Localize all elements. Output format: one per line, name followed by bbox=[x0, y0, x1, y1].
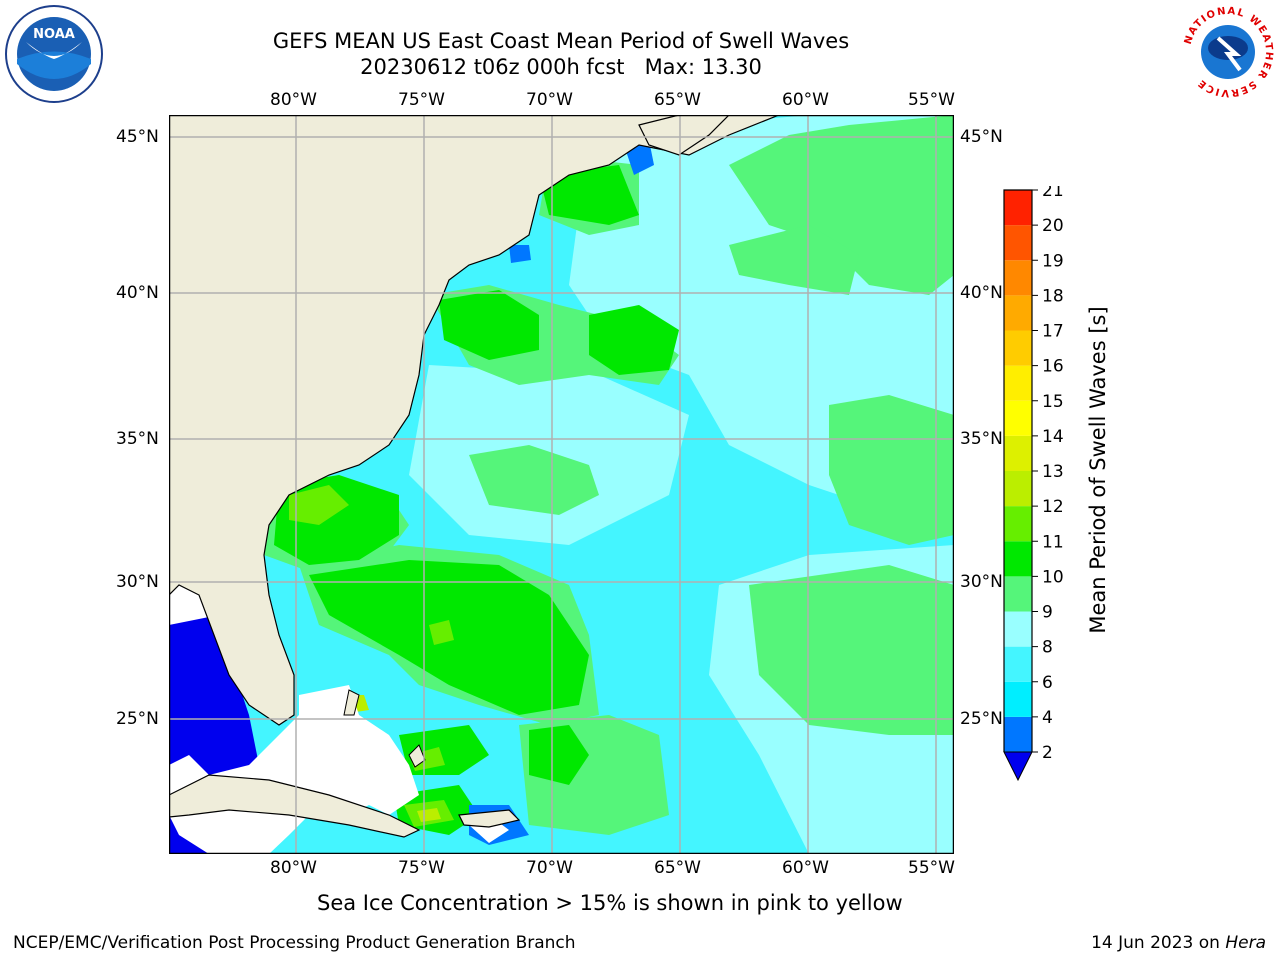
lon-tick-bottom: 70°W bbox=[526, 858, 573, 878]
lon-tick-top: 55°W bbox=[908, 90, 955, 110]
colorbar-tick-label: 17 bbox=[1042, 322, 1064, 342]
colorbar-segment bbox=[1004, 716, 1032, 752]
colorbar-segment bbox=[1004, 225, 1032, 261]
colorbar-tick-label: 9 bbox=[1042, 603, 1053, 623]
colorbar-segment bbox=[1004, 435, 1032, 471]
colorbar-tick-label: 21 bbox=[1042, 186, 1064, 201]
lat-tick-left: 30°N bbox=[116, 572, 159, 592]
noaa-logo: NOAA bbox=[5, 5, 103, 103]
lon-tick-top: 80°W bbox=[270, 90, 317, 110]
lon-tick-bottom: 60°W bbox=[782, 858, 829, 878]
colorbar-tick-label: 16 bbox=[1042, 357, 1064, 377]
colorbar-segment bbox=[1004, 400, 1032, 436]
colorbar-segment bbox=[1004, 330, 1032, 366]
colorbar-segment bbox=[1004, 646, 1032, 682]
colorbar-tick-label: 4 bbox=[1042, 708, 1053, 728]
colorbar-tick-label: 14 bbox=[1042, 427, 1064, 447]
noaa-logo-text: NOAA bbox=[33, 27, 75, 42]
colorbar-segment bbox=[1004, 365, 1032, 401]
plot-subtitle: 20230612 t06z 000h fcst Max: 13.30 bbox=[360, 55, 762, 79]
colorbar-tick-label: 19 bbox=[1042, 251, 1064, 271]
lon-tick-top: 70°W bbox=[526, 90, 573, 110]
plot-title: GEFS MEAN US East Coast Mean Period of S… bbox=[272, 29, 850, 53]
graticule bbox=[169, 115, 954, 854]
lon-tick-bottom: 80°W bbox=[270, 858, 317, 878]
land-masses bbox=[169, 115, 780, 838]
colorbar-tick-label: 8 bbox=[1042, 638, 1053, 658]
colorbar-segment bbox=[1004, 611, 1032, 647]
colorbar-segment bbox=[1004, 471, 1032, 507]
lat-tick-right: 40°N bbox=[960, 283, 1003, 303]
nws-logo: NATIONAL WEATHER SERVICE bbox=[1181, 5, 1275, 99]
lat-tick-left: 40°N bbox=[116, 283, 159, 303]
lat-tick-right: 30°N bbox=[960, 572, 1003, 592]
lon-tick-bottom: 55°W bbox=[908, 858, 955, 878]
footer-machine: Hera bbox=[1225, 933, 1266, 953]
lat-tick-left: 45°N bbox=[116, 127, 159, 147]
swell-period-map bbox=[169, 115, 954, 854]
colorbar-segment bbox=[1004, 190, 1032, 226]
colorbar-tick-label: 2 bbox=[1042, 743, 1053, 763]
lat-tick-right: 35°N bbox=[960, 429, 1003, 449]
lat-tick-right: 25°N bbox=[960, 709, 1003, 729]
colorbar-under-arrow bbox=[1003, 751, 1033, 782]
sea-ice-note: Sea Ice Concentration > 15% is shown in … bbox=[317, 891, 903, 915]
lon-tick-bottom: 75°W bbox=[398, 858, 445, 878]
map-frame bbox=[169, 115, 954, 854]
colorbar-segment bbox=[1004, 681, 1032, 717]
colorbar-label: Mean Period of Swell Waves [s] bbox=[1086, 306, 1110, 634]
lon-tick-bottom: 65°W bbox=[654, 858, 701, 878]
lon-tick-top: 60°W bbox=[782, 90, 829, 110]
lon-tick-top: 65°W bbox=[654, 90, 701, 110]
colorbar-tick-label: 20 bbox=[1042, 216, 1064, 236]
colorbar-tick-label: 6 bbox=[1042, 673, 1053, 693]
lon-tick-top: 75°W bbox=[398, 90, 445, 110]
footer-date: 14 Jun 2023 on Hera bbox=[1091, 933, 1266, 953]
colorbar-tick-label: 13 bbox=[1042, 462, 1064, 482]
colorbar-tick-label: 12 bbox=[1042, 497, 1064, 517]
lat-tick-right: 45°N bbox=[960, 127, 1003, 147]
colorbar-segment bbox=[1004, 541, 1032, 577]
lat-tick-left: 35°N bbox=[116, 429, 159, 449]
colorbar-segment bbox=[1004, 506, 1032, 542]
footer-date-text: 14 Jun 2023 on bbox=[1091, 933, 1226, 953]
footer-credit: NCEP/EMC/Verification Post Processing Pr… bbox=[13, 933, 576, 953]
colorbar-segment bbox=[1004, 576, 1032, 612]
colorbar-tick-label: 15 bbox=[1042, 392, 1064, 412]
colorbar-segment bbox=[1004, 295, 1032, 331]
colorbar-tick-label: 18 bbox=[1042, 286, 1064, 306]
colorbar-tick-label: 11 bbox=[1042, 532, 1064, 552]
lat-tick-left: 25°N bbox=[116, 709, 159, 729]
colorbar: 2 4 6 8 9 10 11 12 13 14 15 16 17 18 19 20 21 bbox=[1003, 186, 1064, 782]
colorbar-tick-label: 10 bbox=[1042, 567, 1064, 587]
colorbar-segment bbox=[1004, 260, 1032, 296]
